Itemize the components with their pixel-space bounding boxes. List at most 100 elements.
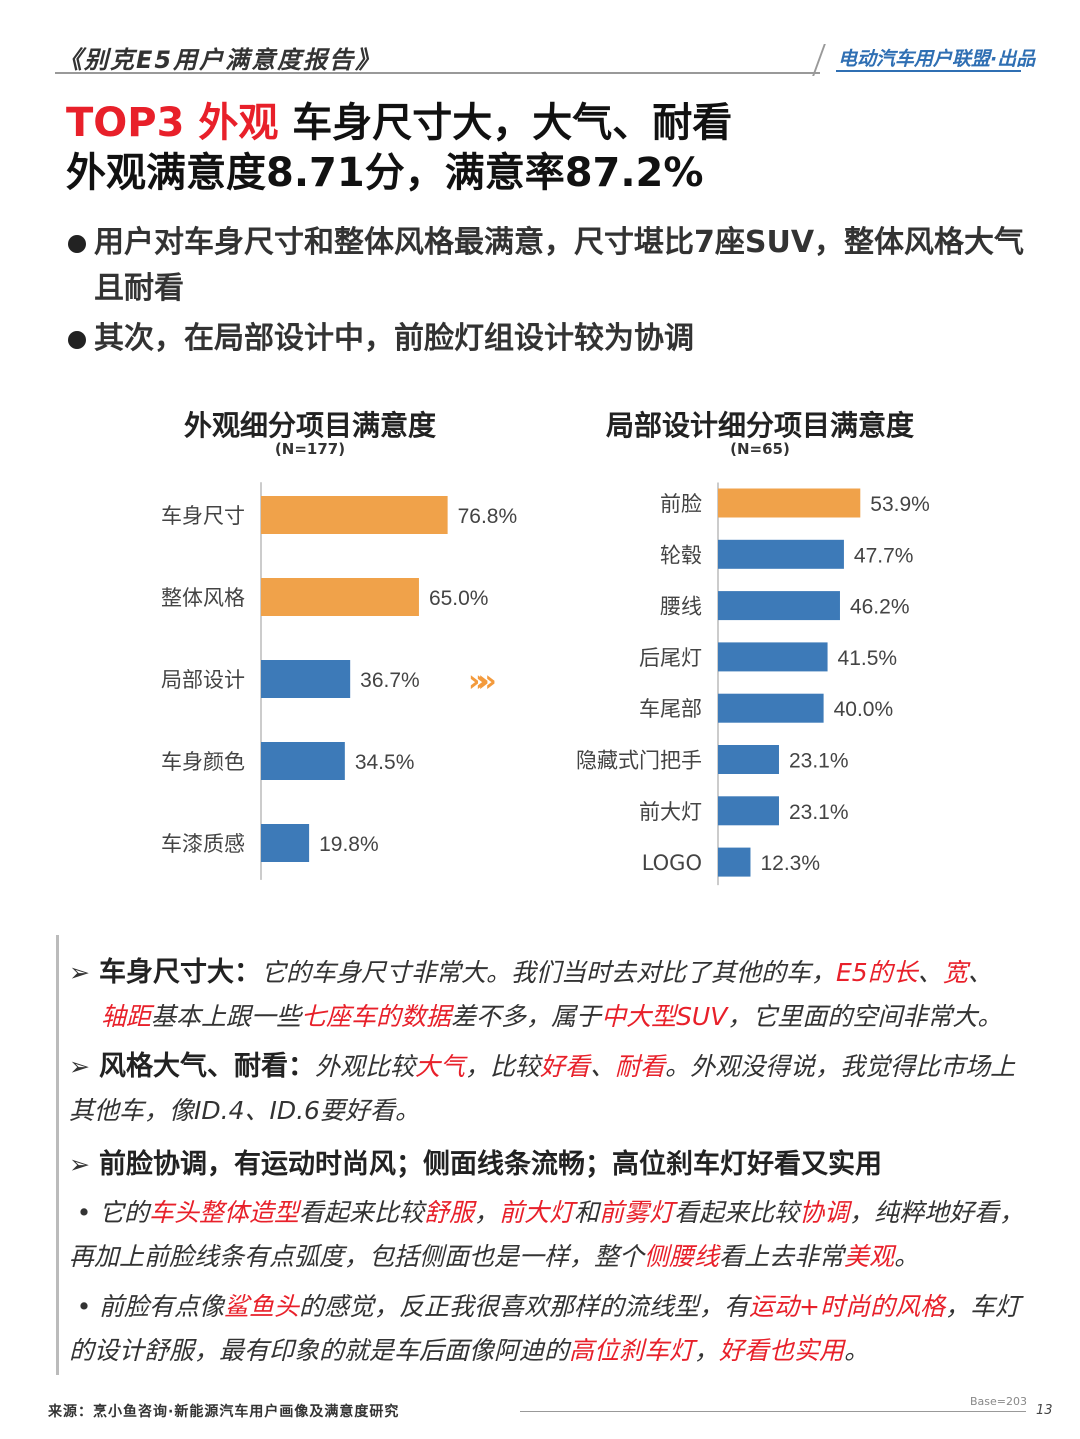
headline-line-2: 外观满意度8.71分，满意率87.2% — [66, 150, 704, 196]
quote-text: 外观比较 — [315, 1052, 416, 1081]
chart-1-bar-chart: 车身尺寸 76.8% 整体风格 65.0% 局部设计 36.7% 车身颜色 34.5% 车漆质感… — [161, 482, 517, 880]
quote-highlight: 轴距 — [101, 1002, 152, 1031]
quote-text: 。 — [844, 1336, 870, 1365]
quote-front-2: • 前脸有点像鲨鱼头的感觉，反正我很喜欢那样的流线型，有运动+时尚的风格，车灯的设… — [69, 1285, 1029, 1373]
category-label: 隐藏式门把手 — [576, 749, 702, 773]
chart-2-subtitle: (N=65) — [730, 440, 790, 458]
quote-heading: 车身尺寸大： — [99, 957, 261, 988]
chart-1-subtitle: (N=177) — [274, 440, 346, 458]
quote-text: 。外观没得说，我觉得比市场上其他车，像ID.4、ID.6要好看。 — [69, 1052, 1016, 1125]
page-headline: TOP3 外观 车身尺寸大，大气、耐看 外观满意度8.71分，满意率87.2% — [66, 98, 732, 198]
quote-text: 、 — [967, 958, 993, 987]
quote-text: 的感觉，反正我很喜欢那样的流线型，有 — [299, 1292, 750, 1321]
chart-bar — [261, 742, 345, 780]
quote-highlight: E5的长 — [836, 958, 918, 987]
value-label: 23.1% — [789, 801, 849, 824]
quote-text: 。 — [894, 1242, 920, 1271]
chart-bar — [718, 693, 824, 723]
quote-text: 它的 — [99, 1198, 150, 1227]
quote-text: ，车灯的设计舒服，最有印象的就是车后面像阿迪的 — [69, 1292, 1021, 1365]
quote-text: 、 — [917, 958, 943, 987]
bullet-dot-icon: • — [76, 1198, 92, 1227]
chart-bar — [718, 488, 861, 518]
quote-text: 、 — [590, 1052, 616, 1081]
value-label: 41.5% — [838, 647, 898, 670]
value-label: 19.8% — [319, 833, 379, 856]
triangle-bullet-icon: ➢ — [69, 958, 90, 987]
summary-bullet: 用户对车身尺寸和整体风格最满意，尺寸堪比7座SUV，整体风格大气且耐看 — [66, 220, 1026, 312]
chart-bar — [261, 578, 419, 616]
quote-highlight: 协调 — [799, 1198, 850, 1227]
quote-highlight: 宽 — [942, 958, 968, 987]
quote-text: 看起来比较 — [674, 1198, 800, 1227]
category-label: 车身颜色 — [161, 750, 245, 774]
chart-bar — [261, 660, 351, 698]
quote-text: 差不多，属于 — [451, 1002, 602, 1031]
chart-bar — [261, 824, 310, 862]
report-title: 《别克E5用户满意度报告》 — [58, 46, 382, 74]
category-label: 前脸 — [660, 492, 702, 516]
category-label: LOGO — [642, 851, 702, 875]
category-label: 车漆质感 — [161, 832, 245, 856]
footer-base: Base=203 — [970, 1395, 1027, 1408]
quote-heading: 前脸协调，有运动时尚风；侧面线条流畅；高位刹车灯好看又实用 — [99, 1149, 882, 1180]
value-label: 12.3% — [760, 852, 820, 875]
chart-bar — [718, 796, 779, 826]
quote-highlight: 舒服 — [424, 1198, 475, 1227]
quote-highlight: 侧腰线 — [644, 1242, 720, 1271]
quote-highlight: 高位刹车灯 — [569, 1336, 695, 1365]
value-label: 34.5% — [355, 751, 415, 774]
footer-divider — [520, 1411, 1026, 1412]
bullet-dot-icon: • — [76, 1292, 92, 1321]
triangle-bullet-icon: ➢ — [69, 1052, 90, 1081]
quote-front-1: • 它的车头整体造型看起来比较舒服，前大灯和前雾灯看起来比较协调，纯粹地好看，再加… — [69, 1191, 1029, 1279]
quote-highlight: 七座车的数据 — [301, 1002, 452, 1031]
quote-text: 和 — [574, 1198, 600, 1227]
quote-text: ，它里面的空间非常大。 — [727, 1002, 1003, 1031]
quote-text: ，纯粹地好看，再加上前脸线条有点弧度，包括侧面也是一样，整个 — [69, 1198, 1025, 1271]
chart-2-bar-chart: 前脸 53.9% 轮毂 47.7% 腰线 46.2% 后尾灯 41.5% 车尾部 40.0% 隐藏式… — [576, 482, 930, 886]
value-label: 36.7% — [360, 669, 420, 692]
quote-highlight: 鲨鱼头 — [224, 1292, 300, 1321]
quote-highlight: 中大型SUV — [601, 1002, 728, 1031]
value-label: 40.0% — [834, 698, 894, 721]
quote-highlight: 前大灯 — [499, 1198, 575, 1227]
quote-highlight: 耐看 — [615, 1052, 666, 1081]
chevron-arrows-icon: »» — [468, 664, 497, 699]
value-label: 53.9% — [870, 493, 930, 516]
quote-text: ， — [694, 1336, 720, 1365]
category-label: 轮毂 — [660, 543, 702, 567]
chart-bar — [718, 591, 840, 621]
value-label: 47.7% — [854, 544, 914, 567]
value-label: 23.1% — [789, 750, 849, 773]
headline-line-1: TOP3 外观 车身尺寸大，大气、耐看 — [66, 98, 732, 148]
quote-body-size: ➢ 车身尺寸大：它的车身尺寸非常大。我们当时去对比了其他的车，E5的长、宽、 轴距基… — [69, 951, 1029, 1039]
user-quotes: ➢ 车身尺寸大：它的车身尺寸非常大。我们当时去对比了其他的车，E5的长、宽、 轴距基… — [56, 935, 1036, 1375]
value-label: 46.2% — [850, 596, 910, 619]
chart-bar — [718, 539, 844, 569]
quote-text: ， — [474, 1198, 500, 1227]
category-label: 前大灯 — [639, 800, 702, 824]
chart-bar — [718, 642, 828, 672]
quote-highlight: 车头整体造型 — [149, 1198, 300, 1227]
quote-heading: 风格大气、耐看： — [99, 1051, 315, 1082]
brand-underline — [836, 70, 1021, 72]
category-label: 整体风格 — [161, 586, 245, 610]
brand-label: 电动汽车用户联盟·出品 — [838, 48, 1036, 70]
quote-front-heading: ➢ 前脸协调，有运动时尚风；侧面线条流畅；高位刹车灯好看又实用 — [69, 1143, 1029, 1187]
category-label: 车身尺寸 — [161, 504, 245, 528]
chart-2-title: 局部设计细分项目满意度 — [605, 409, 914, 442]
quote-text: ，比较 — [465, 1052, 541, 1081]
category-label: 腰线 — [660, 595, 702, 619]
value-label: 65.0% — [429, 587, 489, 610]
summary-bullet: 其次，在局部设计中，前脸灯组设计较为协调 — [66, 316, 1026, 362]
chart-1-title: 外观细分项目满意度 — [183, 409, 436, 442]
quote-text: 它的车身尺寸非常大。我们当时去对比了其他的车， — [261, 958, 837, 987]
header-divider — [55, 72, 820, 74]
quote-highlight: 美观 — [844, 1242, 895, 1271]
footer-source: 来源：烹小鱼咨询·新能源汽车用户画像及满意度研究 — [48, 1404, 400, 1420]
category-label: 后尾灯 — [639, 646, 702, 670]
quote-style: ➢ 风格大气、耐看：外观比较大气，比较好看、耐看。外观没得说，我觉得比市场上其他车… — [69, 1045, 1029, 1133]
summary-bullets: 用户对车身尺寸和整体风格最满意，尺寸堪比7座SUV，整体风格大气且耐看 其次，在… — [66, 220, 1026, 366]
quote-highlight: 好看 — [540, 1052, 591, 1081]
